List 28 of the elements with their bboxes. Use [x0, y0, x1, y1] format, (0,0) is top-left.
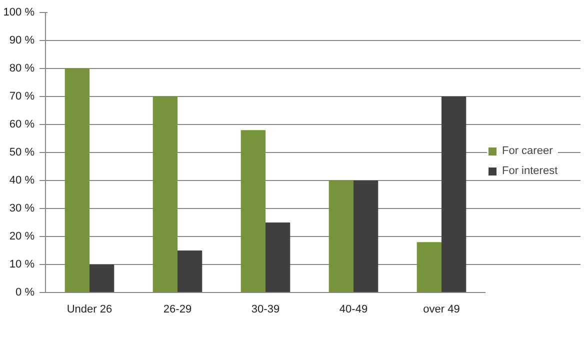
bar — [240, 130, 266, 292]
bar — [354, 180, 378, 292]
bar — [90, 264, 114, 292]
y-tick-label: 10 % — [9, 258, 35, 270]
bar — [266, 222, 290, 292]
bar — [64, 68, 90, 292]
legend-label: For career — [502, 145, 553, 157]
legend-label: For interest — [502, 165, 558, 177]
x-tick-label: 26-29 — [163, 304, 192, 316]
y-tick-label: 20 % — [9, 230, 35, 242]
y-tick-label: 100 % — [3, 6, 35, 18]
bar — [152, 96, 178, 292]
x-tick-label: Under 26 — [66, 304, 112, 316]
y-tick-label: 90 % — [9, 34, 35, 46]
bar — [442, 96, 466, 292]
y-tick-label: 30 % — [9, 202, 35, 214]
x-tick-label: over 49 — [423, 304, 460, 316]
bar — [178, 250, 202, 292]
y-tick-label: 70 % — [9, 90, 35, 102]
bar — [328, 180, 354, 292]
y-tick-label: 0 % — [16, 286, 35, 298]
y-tick-label: 40 % — [9, 174, 35, 186]
y-tick-label: 50 % — [9, 146, 35, 158]
bar — [416, 242, 442, 292]
x-tick-label: 30-39 — [251, 304, 280, 316]
x-tick-label: 40-49 — [339, 304, 368, 316]
y-tick-label: 80 % — [9, 62, 35, 74]
y-tick-label: 60 % — [9, 118, 35, 130]
